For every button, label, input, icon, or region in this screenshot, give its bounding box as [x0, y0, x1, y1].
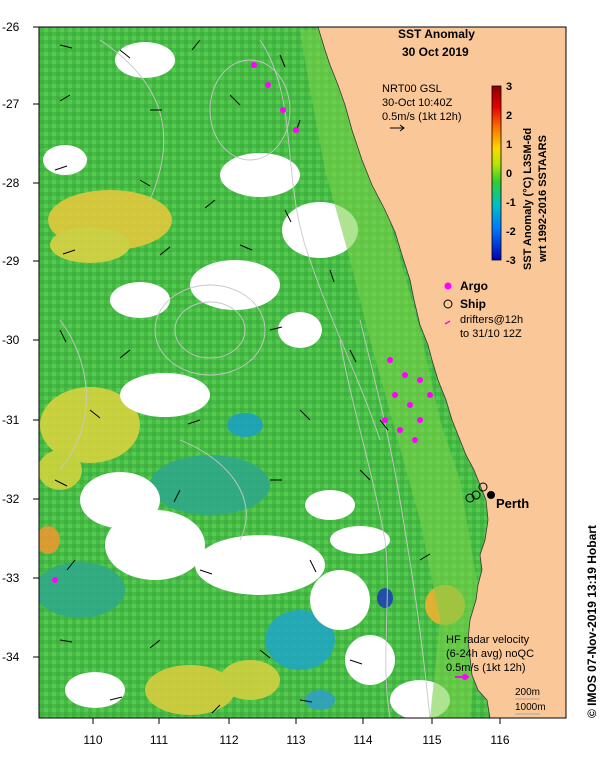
x-tick-label: 116 [490, 733, 509, 747]
ship-markers [465, 482, 488, 503]
colorbar-tick: -3 [506, 255, 516, 267]
argo-drifters [52, 62, 468, 680]
scale-arrow-icon [390, 124, 405, 132]
argo-legend-icon [444, 282, 452, 290]
coastal-warm-band [300, 30, 480, 718]
ship-legend-label: Ship [460, 297, 486, 311]
currents-source: NRT00 GSL [382, 83, 442, 95]
hf-radar-scale: 0.5m/s (1kt 12h) [446, 662, 525, 674]
colorbar [491, 85, 502, 261]
drifter-legend-icon [444, 320, 451, 325]
y-tick-label: -27 [2, 97, 20, 111]
y-tick-label: -29 [2, 254, 20, 268]
x-tick-label: 113 [286, 733, 305, 747]
hf-radar-title: HF radar velocity [446, 634, 530, 646]
cool-anomaly-patches [39, 413, 393, 710]
currents-scale: 0.5m/s (1kt 12h) [382, 111, 461, 123]
x-tick-label: 110 [83, 733, 102, 747]
perth-marker [487, 491, 495, 499]
isobath-1000m-label: 1000m [515, 702, 546, 713]
colorbar-tick: 1 [506, 139, 512, 151]
currents-time: 30-Oct 10:40Z [382, 97, 453, 109]
cloud-gaps [43, 42, 450, 718]
x-tick-label: 115 [422, 733, 441, 747]
y-axis [33, 26, 39, 658]
y-tick-label: -34 [2, 650, 20, 664]
x-tick-label: 114 [353, 733, 372, 747]
drifter-legend-time: to 31/10 12Z [460, 328, 522, 340]
map-date: 30 Oct 2019 [402, 45, 469, 59]
land-mass [317, 27, 566, 718]
x-tick-label: 112 [219, 733, 238, 747]
x-tick-label: 111 [150, 733, 169, 747]
credit-text: © IMOS 07-Nov-2019 13:19 Hobart [585, 525, 599, 718]
y-tick-label: -32 [2, 492, 20, 506]
colorbar-tick: 0 [506, 168, 512, 180]
drifter-legend-label: drifters@12h [460, 314, 523, 326]
y-tick-label: -33 [2, 571, 20, 585]
colorbar-tick: 3 [506, 81, 512, 93]
isobath-200m-label: 200m [515, 687, 540, 698]
colorbar-tick: -1 [506, 197, 516, 209]
colorbar-label: SST Anomaly (°C) L3SM-6d [522, 128, 534, 270]
ship-legend-icon [443, 299, 453, 309]
colorbar-tick: -2 [506, 226, 516, 238]
city-label: Perth [496, 496, 529, 511]
y-tick-label: -31 [2, 413, 20, 427]
colorbar-tick: 2 [506, 110, 512, 122]
y-tick-label: -30 [2, 333, 20, 347]
hf-radar-averaging: (6-24h avg) noQC [446, 648, 534, 660]
map-title: SST Anomaly [398, 27, 475, 41]
y-tick-label: -28 [2, 176, 20, 190]
current-vectors [54, 39, 431, 714]
argo-legend-label: Argo [460, 279, 488, 293]
colorbar-reference: wrt 1992-2016 SSTAARS [537, 135, 549, 263]
y-tick-label: -26 [2, 20, 20, 34]
ssh-contours [59, 39, 431, 718]
x-axis [92, 718, 501, 724]
